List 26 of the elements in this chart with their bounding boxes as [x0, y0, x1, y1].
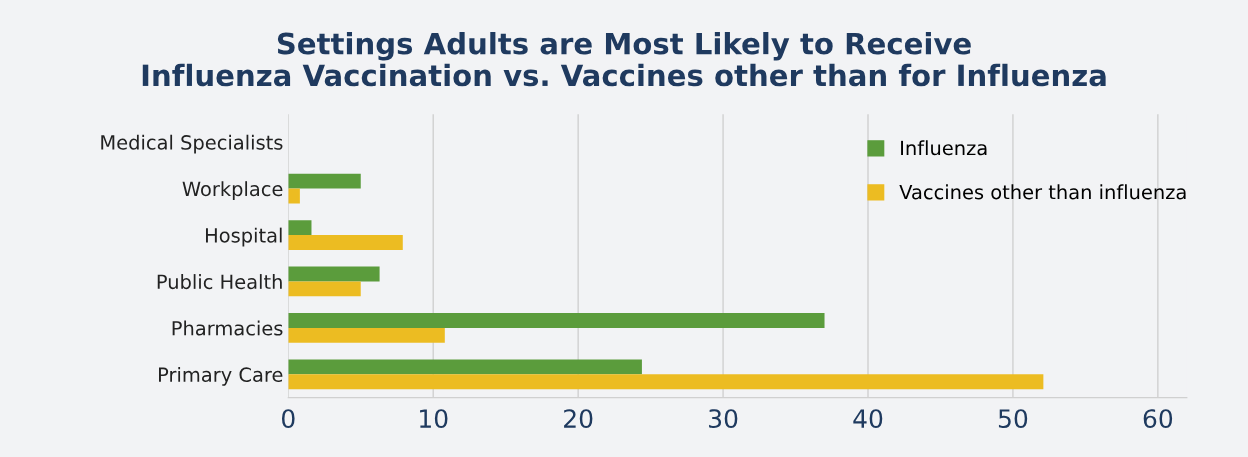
bar [288, 281, 361, 297]
bar [288, 235, 403, 250]
x-tick-label: 30 [709, 409, 738, 429]
bar [288, 327, 445, 343]
bar [288, 173, 361, 189]
x-tick-label: 40 [853, 409, 883, 429]
y-tick-label: Primary Care [159, 366, 283, 386]
bar [288, 359, 642, 375]
x-tick-label: 10 [420, 409, 448, 429]
y-tick-label: Pharmacies [172, 320, 283, 336]
x-tick-label: 0 [281, 409, 295, 429]
x-tick-label: 50 [998, 409, 1028, 429]
y-tick-label: Hospital [206, 227, 282, 247]
x-tick-label: 60 [1143, 409, 1173, 429]
bar [288, 266, 380, 282]
chart-title: Settings Adults are Most Likely to Receive Influenza Vaccination vs. Vaccines other than for Influenza [142, 31, 1106, 87]
legend-label: Influenza [901, 140, 987, 156]
y-tick-label: Workplace [182, 181, 283, 200]
x-tick-label: 20 [564, 409, 593, 429]
y-tick-label: Public Health [157, 274, 282, 290]
legend-label: Vaccines other than influenza [899, 184, 1186, 200]
bar [288, 220, 312, 236]
bar [288, 374, 1044, 390]
bar [288, 188, 300, 204]
bar [288, 313, 825, 328]
y-tick-label: Medical Specialists [101, 134, 283, 154]
